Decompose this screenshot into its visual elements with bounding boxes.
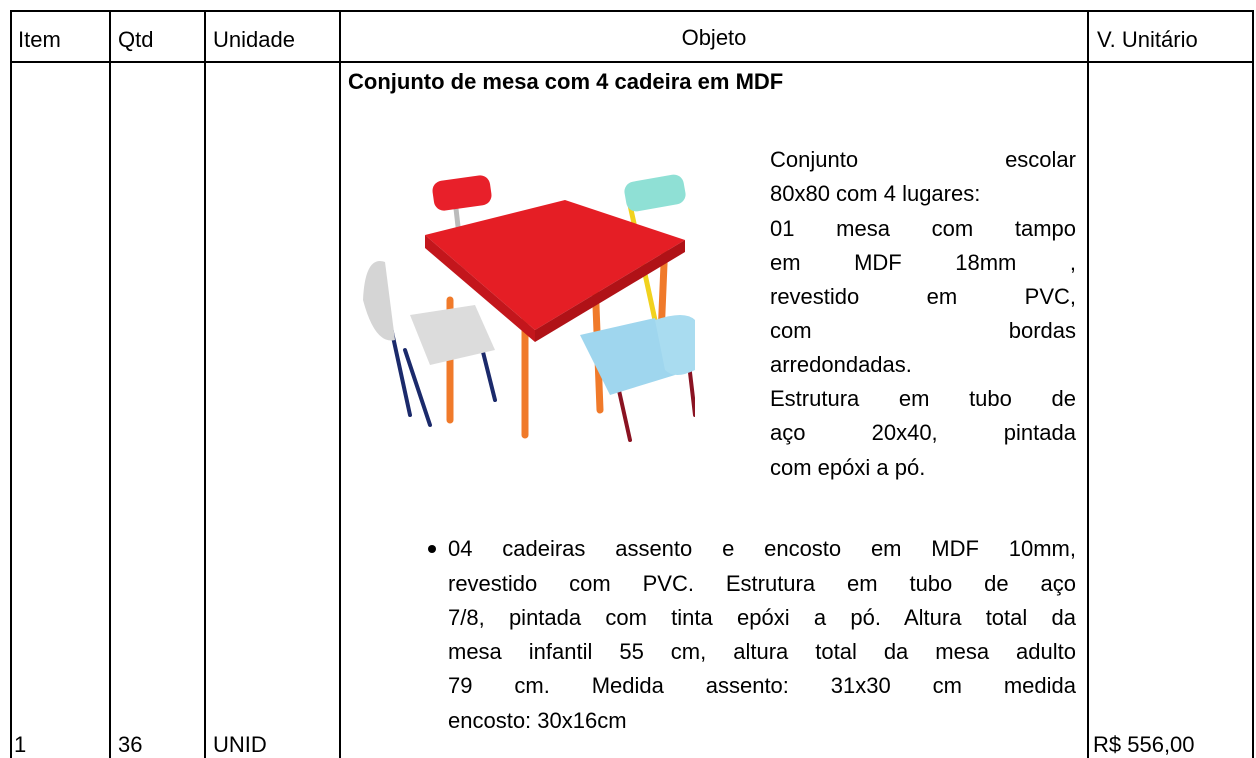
column-border [1087,10,1089,758]
description-line: 80x80 com 4 lugares: [770,181,981,206]
bullet-line: mesa infantil 55 cm, altura total da mes… [448,639,1076,664]
description-line: Conjunto escolar [770,147,1076,172]
description-line: com epóxi a pó. [770,455,926,480]
description-line: em MDF 18mm , [770,250,1076,275]
description-line: revestido em PVC, [770,284,1076,309]
header-cell: Objeto [681,25,747,50]
bullet-line: encosto: 30x16cm [448,708,627,733]
bullet-line: 04 cadeiras assento e encosto em MDF 10m… [448,536,1076,561]
description-line: aço 20x40, pintada [770,420,1076,445]
column-border [109,10,111,758]
column-border [204,10,206,758]
header-cell: Unidade [213,27,295,52]
description-line: 01 mesa com tampo [770,216,1076,241]
bullet-line: revestido com PVC. Estrutura em tubo de … [448,571,1076,596]
table-border [10,10,1254,12]
column-border [10,10,12,758]
bullet-line: 79 cm. Medida assento: 31x30 cm medida [448,673,1076,698]
qtd-cell: 36 [118,732,143,757]
product-image [363,174,695,442]
bullet [428,545,436,553]
description-line: arredondadas. [770,352,912,377]
description-line: Estrutura em tubo de [770,386,1076,411]
object-title: Conjunto de mesa com 4 cadeira em MDF [348,69,784,94]
header-cell: V. Unitário [1097,27,1198,52]
header-cell: Qtd [118,27,154,52]
price-cell: R$ 556,00 [1093,732,1195,757]
header-divider [10,61,1254,63]
column-border [1252,10,1254,758]
unit-cell: UNID [213,732,267,757]
item-cell: 1 [14,732,27,757]
description-line: com bordas [770,318,1076,343]
header-cell: Item [18,27,61,52]
column-border [339,10,341,758]
bullet-line: 7/8, pintada com tinta epóxi a pó. Altur… [448,605,1076,630]
